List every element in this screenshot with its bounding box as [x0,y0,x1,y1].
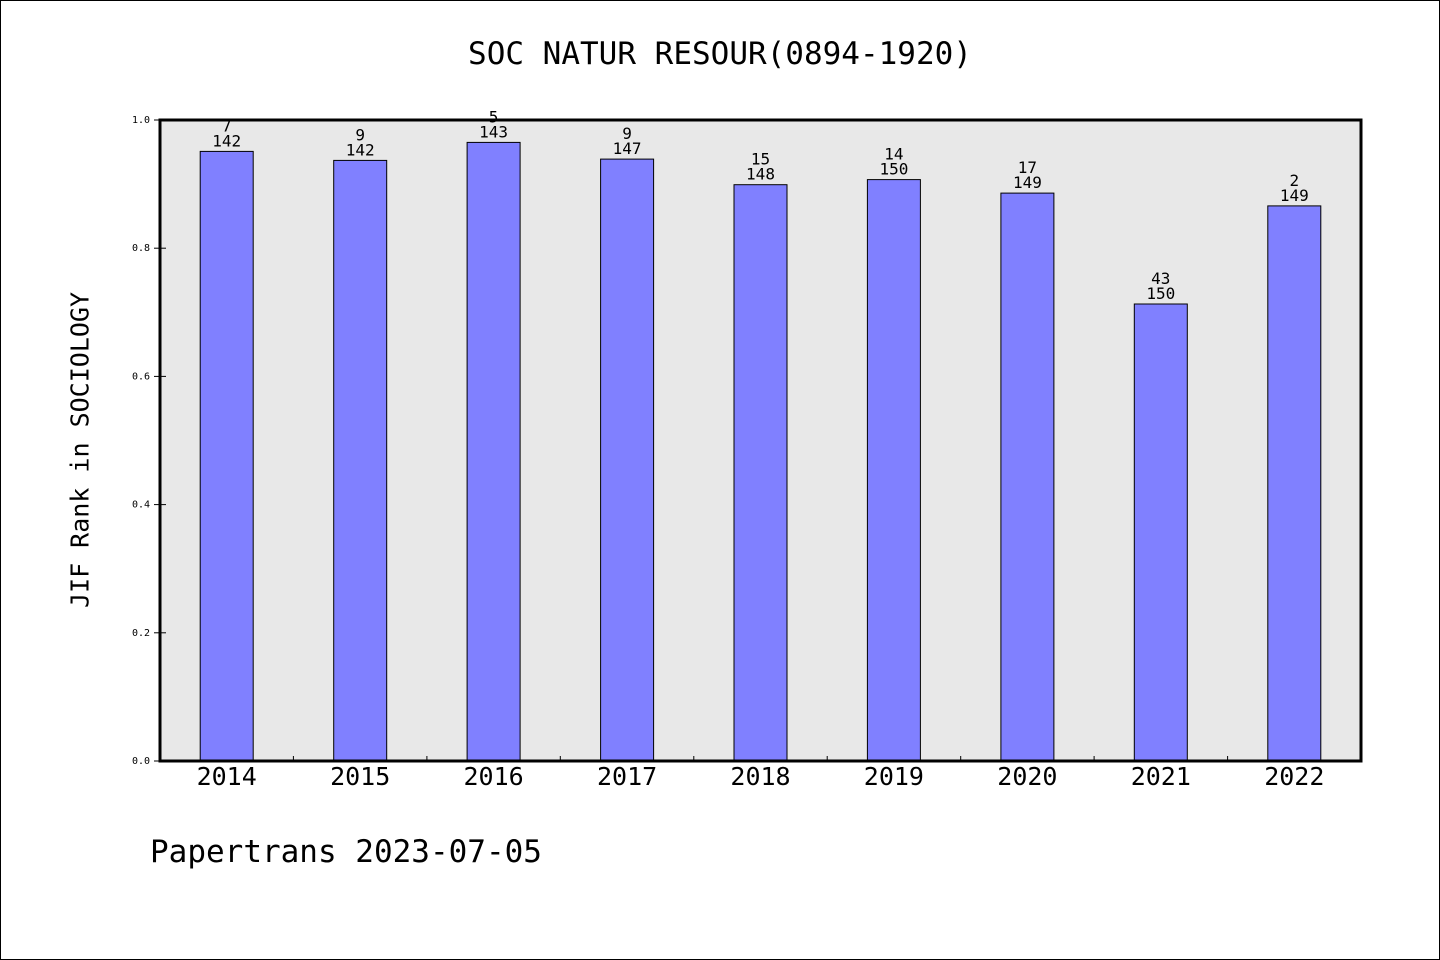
x-tick-label-2021: 2021 [1131,762,1191,791]
bar-total-label-2021: 150 [1146,284,1175,303]
y-tick-label: 1.0 [132,115,150,126]
bar-2019 [866,179,921,762]
x-tick-label-2019: 2019 [864,762,924,791]
bar-rank-label-2019: 14 [884,145,903,164]
x-tick-label-2015: 2015 [330,762,390,791]
bar-2018 [733,184,788,762]
bar-rank-label-2017: 9 [622,124,632,143]
bar-total-label-2017: 147 [613,139,642,158]
bar-rank-label-2015: 9 [355,125,365,144]
bar-2022 [1267,205,1322,762]
footer-credit: Papertrans 2023-07-05 [150,834,542,870]
x-tick-label-2014: 2014 [197,762,257,791]
bar-rank-label-2018: 15 [751,150,770,169]
bar-2016 [466,141,521,762]
bar-total-label-2020: 149 [1013,173,1042,192]
bar-total-label-2015: 142 [346,140,375,159]
y-tick-label: 0.4 [132,500,150,511]
bar-rank-label-2014: 7 [222,116,232,135]
plot-border [158,118,1363,763]
bar-rank-label-2020: 17 [1018,158,1037,177]
bar-total-label-2018: 148 [746,165,775,184]
bar-2017 [600,158,655,762]
bar-2020 [1000,192,1055,762]
y-tick-label: 0.2 [132,628,150,639]
bar-total-label-2019: 150 [879,160,908,179]
x-tick-label-2018: 2018 [730,762,790,791]
x-tick-label-2016: 2016 [463,762,523,791]
bar-2021 [1133,303,1188,762]
bar-rank-label-2016: 5 [489,107,499,126]
bar-total-label-2014: 142 [212,131,241,150]
bar-total-label-2022: 149 [1280,186,1309,205]
y-tick-label: 0.8 [132,243,150,254]
y-tick-label: 0.6 [132,371,150,382]
bar-2015 [333,159,388,762]
x-tick-label-2020: 2020 [997,762,1057,791]
x-tick-label-2022: 2022 [1264,762,1324,791]
bar-2014 [199,150,254,762]
bar-rank-label-2021: 43 [1151,269,1170,288]
y-axis-label: JIF Rank in SOCIOLOGY [65,291,95,609]
bar-total-label-2016: 143 [479,122,508,141]
chart-title: SOC NATUR RESOUR(0894-1920) [468,36,972,72]
bar-rank-label-2022: 2 [1289,171,1299,190]
y-tick-label: 0.0 [132,756,150,767]
x-tick-label-2017: 2017 [597,762,657,791]
